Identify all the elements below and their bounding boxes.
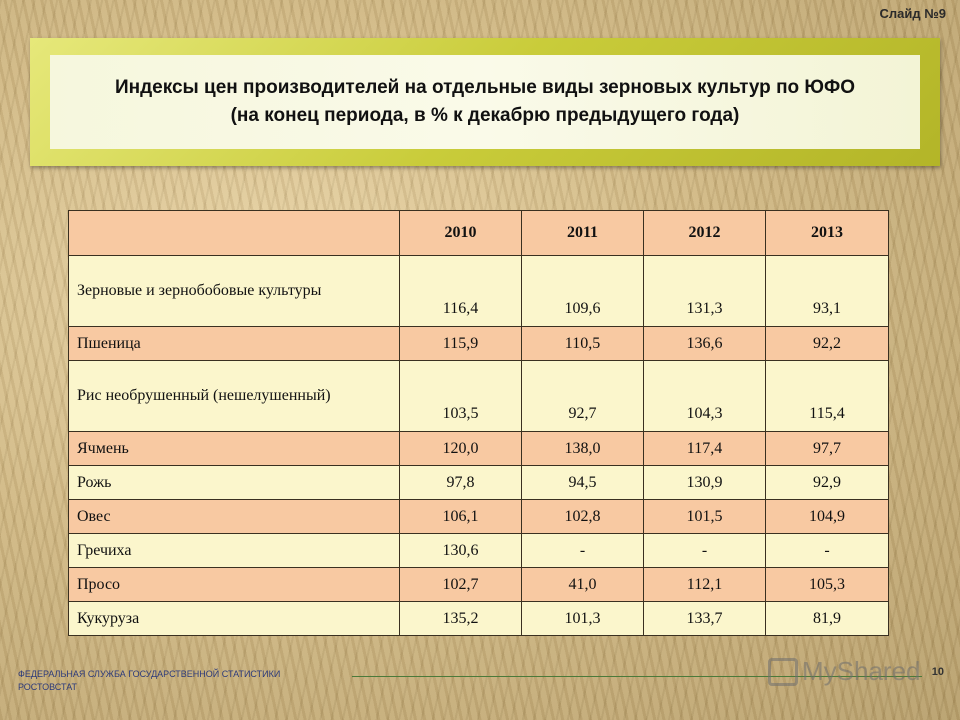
header-cell-year: 2013: [765, 210, 889, 256]
table-cell: 135,2: [399, 601, 522, 636]
watermark: MyShared: [768, 656, 921, 687]
table-cell: 93,1: [765, 255, 889, 327]
table-cell: 138,0: [521, 431, 644, 466]
page-number: 10: [931, 666, 944, 678]
header-cell-year: 2012: [643, 210, 766, 256]
table-cell: 120,0: [399, 431, 522, 466]
row-label: Рис необрушенный (нешелушенный): [68, 360, 400, 432]
table-cell: 92,2: [765, 326, 889, 361]
title-box: Индексы цен производителей на отдельные …: [50, 55, 920, 149]
table-cell: 97,8: [399, 465, 522, 500]
table-cell: 115,9: [399, 326, 522, 361]
row-label: Рожь: [68, 465, 400, 500]
footer-org-line1: ФЕДЕРАЛЬНАЯ СЛУЖБА ГОСУДАРСТВЕННОЙ СТАТИ…: [18, 669, 281, 679]
table-row: Рожь 97,8 94,5 130,9 92,9: [68, 465, 889, 500]
table-cell: 130,6: [399, 533, 522, 568]
table-cell: 104,9: [765, 499, 889, 534]
table-cell: 110,5: [521, 326, 644, 361]
footer-org-line2: РОСТОВСТАТ: [18, 682, 78, 692]
row-label: Овес: [68, 499, 400, 534]
header-cell-year: 2010: [399, 210, 522, 256]
row-label: Кукуруза: [68, 601, 400, 636]
table-cell: 105,3: [765, 567, 889, 602]
footer-organization: ФЕДЕРАЛЬНАЯ СЛУЖБА ГОСУДАРСТВЕННОЙ СТАТИ…: [18, 668, 280, 694]
table-cell: 102,7: [399, 567, 522, 602]
table-cell: 101,5: [643, 499, 766, 534]
table-cell: 115,4: [765, 360, 889, 432]
table-header-row: 2010 2011 2012 2013: [68, 210, 889, 256]
header-cell-empty: [68, 210, 400, 256]
table-row: Пшеница 115,9 110,5 136,6 92,2: [68, 326, 889, 361]
watermark-text: MyShared: [802, 656, 921, 686]
table-cell: -: [521, 533, 644, 568]
table-cell: 130,9: [643, 465, 766, 500]
table-cell: 133,7: [643, 601, 766, 636]
table-cell: 41,0: [521, 567, 644, 602]
title-frame: Индексы цен производителей на отдельные …: [30, 38, 940, 166]
table-row: Рис необрушенный (нешелушенный) 103,5 92…: [68, 360, 889, 432]
footer-divider: [352, 676, 922, 677]
table-cell: 92,7: [521, 360, 644, 432]
table-cell: -: [765, 533, 889, 568]
header-cell-year: 2011: [521, 210, 644, 256]
table-cell: 94,5: [521, 465, 644, 500]
table-cell: 116,4: [399, 255, 522, 327]
row-label: Пшеница: [68, 326, 400, 361]
row-label: Просо: [68, 567, 400, 602]
slide-title-line1: Индексы цен производителей на отдельные …: [114, 77, 856, 98]
table-cell: -: [643, 533, 766, 568]
slide-number-label: Слайд №9: [879, 6, 946, 21]
table-cell: 131,3: [643, 255, 766, 327]
table-cell: 136,6: [643, 326, 766, 361]
table-cell: 103,5: [399, 360, 522, 432]
table-cell: 109,6: [521, 255, 644, 327]
table-row: Кукуруза 135,2 101,3 133,7 81,9: [68, 601, 889, 636]
table-cell: 102,8: [521, 499, 644, 534]
slide-title-line2: (на конец периода, в % к декабрю предыду…: [230, 105, 740, 126]
row-label: Зерновые и зернобобовые культуры: [68, 255, 400, 327]
table-cell: 117,4: [643, 431, 766, 466]
table-cell: 97,7: [765, 431, 889, 466]
table-cell: 92,9: [765, 465, 889, 500]
table-row: Просо 102,7 41,0 112,1 105,3: [68, 567, 889, 602]
table-cell: 112,1: [643, 567, 766, 602]
table-row: Гречиха 130,6 - - -: [68, 533, 889, 568]
table-row: Овес 106,1 102,8 101,5 104,9: [68, 499, 889, 534]
table-cell: 81,9: [765, 601, 889, 636]
row-label: Гречиха: [68, 533, 400, 568]
table-row: Зерновые и зернобобовые культуры 116,4 1…: [68, 255, 889, 327]
table-cell: 101,3: [521, 601, 644, 636]
table-row: Ячмень 120,0 138,0 117,4 97,7: [68, 431, 889, 466]
table-cell: 104,3: [643, 360, 766, 432]
presentation-icon: [768, 657, 798, 686]
row-label: Ячмень: [68, 431, 400, 466]
price-index-table: 2010 2011 2012 2013 Зерновые и зернобобо…: [68, 210, 889, 636]
table-cell: 106,1: [399, 499, 522, 534]
